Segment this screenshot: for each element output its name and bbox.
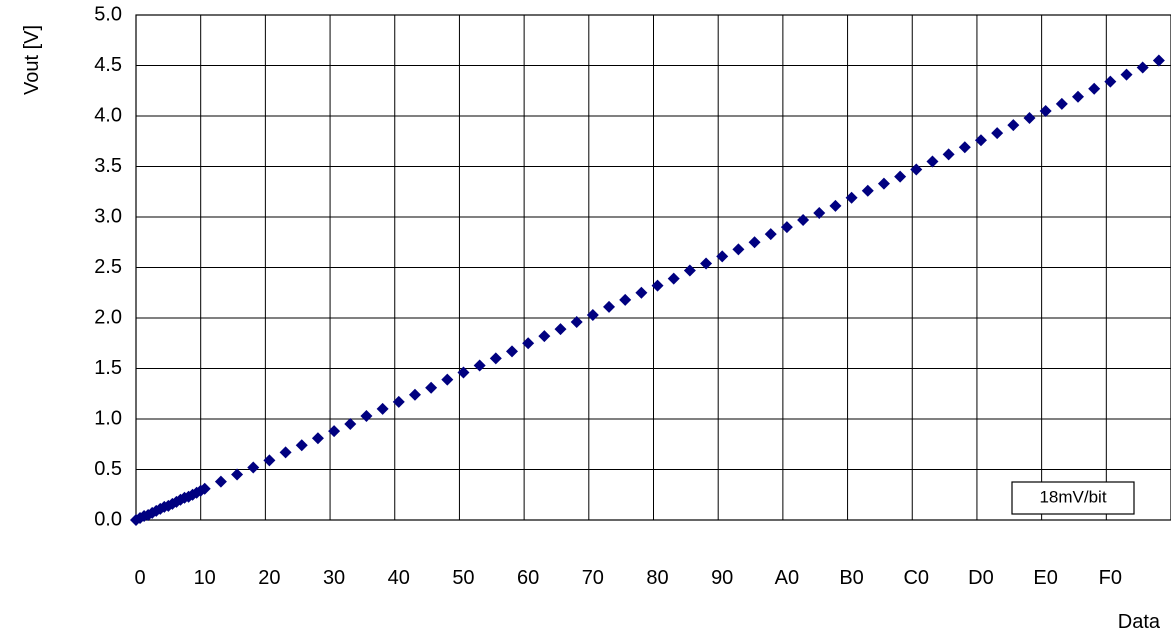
data-point <box>247 461 260 474</box>
y-tick-label: 2.0 <box>94 306 122 328</box>
data-point <box>473 359 486 372</box>
x-tick-label: E0 <box>1033 567 1057 589</box>
y-tick-label: 1.5 <box>94 357 122 379</box>
data-point <box>198 482 211 495</box>
data-point <box>554 323 567 336</box>
x-tick-label: 40 <box>388 567 410 589</box>
data-point <box>635 286 648 299</box>
x-axis-label: Data <box>1118 611 1161 633</box>
data-point <box>1055 97 1068 110</box>
annotation-box: 18mV/bit <box>1011 481 1135 515</box>
x-tick-label: 20 <box>258 567 280 589</box>
data-point <box>522 337 535 350</box>
data-point <box>1104 75 1117 88</box>
data-point <box>408 388 421 401</box>
data-point <box>214 475 227 488</box>
data-point <box>311 432 324 445</box>
data-point <box>894 170 907 183</box>
data-point <box>651 279 664 292</box>
data-point <box>667 272 680 285</box>
data-point <box>1152 54 1165 67</box>
y-tick-label: 3.0 <box>94 205 122 227</box>
data-point <box>716 250 729 263</box>
x-tick-labels: 0 10 20 30 40 50 60 70 80 90 A0 B0 C0 D0 E0 F0 <box>134 567 1122 589</box>
y-tick-labels: 0.0 0.5 1.0 1.5 2.0 2.5 3.0 3.5 4.0 4.5 5.0 <box>94 3 122 530</box>
data-point <box>376 402 389 415</box>
data-point <box>910 163 923 176</box>
data-point <box>360 409 373 422</box>
x-tick-label: 60 <box>517 567 539 589</box>
data-point <box>1136 61 1149 74</box>
data-point <box>344 418 357 431</box>
data-point <box>328 425 341 438</box>
data-point <box>603 300 616 313</box>
x-tick-label: B0 <box>839 567 863 589</box>
x-tick-label: C0 <box>903 567 929 589</box>
x-tick-label: 30 <box>323 567 345 589</box>
data-point <box>991 127 1004 140</box>
y-axis-label: Vout [V] <box>21 25 43 95</box>
data-point <box>1072 90 1085 103</box>
data-point <box>505 345 518 358</box>
y-tick-label: 1.0 <box>94 407 122 429</box>
data-point <box>392 395 405 408</box>
data-point <box>1023 112 1036 125</box>
x-tick-label: 70 <box>582 567 604 589</box>
annotation-frame <box>1011 481 1135 515</box>
x-tick-label: 80 <box>646 567 668 589</box>
plot-frame <box>135 14 1171 521</box>
x-tick-label: F0 <box>1099 567 1122 589</box>
data-point <box>829 199 842 212</box>
y-tick-label: 2.5 <box>94 256 122 278</box>
data-point <box>813 206 826 219</box>
data-point <box>958 141 971 154</box>
grid <box>136 15 1171 520</box>
data-point <box>877 177 890 190</box>
data-point <box>845 191 858 204</box>
data-point <box>489 352 502 365</box>
data-point <box>1120 68 1133 81</box>
x-tick-label: D0 <box>968 567 994 589</box>
data-point <box>441 373 454 386</box>
data-point <box>263 454 276 467</box>
data-point <box>538 330 551 343</box>
data-point <box>780 221 793 234</box>
data-point <box>570 316 583 329</box>
data-point <box>619 293 632 306</box>
data-point <box>425 381 438 394</box>
data-point <box>748 236 761 249</box>
data-point <box>942 148 955 161</box>
x-tick-label: A0 <box>775 567 799 589</box>
data-point <box>683 264 696 277</box>
data-point <box>1039 104 1052 117</box>
y-tick-label: 3.5 <box>94 155 122 177</box>
data-point <box>1088 82 1101 95</box>
x-tick-label: 0 <box>134 567 145 589</box>
data-point <box>700 257 713 270</box>
y-tick-label: 0.0 <box>94 508 122 530</box>
y-tick-label: 0.5 <box>94 458 122 480</box>
data-point <box>586 308 599 321</box>
y-tick-label: 4.0 <box>94 104 122 126</box>
data-point <box>974 134 987 147</box>
data-point <box>231 468 244 481</box>
x-tick-label: 10 <box>194 567 216 589</box>
data-point <box>764 228 777 241</box>
data-point <box>1007 119 1020 132</box>
y-tick-label: 4.5 <box>94 54 122 76</box>
x-tick-label: 90 <box>711 567 733 589</box>
y-tick-label: 5.0 <box>94 3 122 25</box>
data-point <box>457 366 470 379</box>
data-point <box>797 214 810 227</box>
data-point <box>732 243 745 256</box>
data-point <box>279 446 292 459</box>
x-tick-label: 50 <box>452 567 474 589</box>
annotation-text: 18mV/bit <box>1039 487 1106 506</box>
data-point <box>926 155 939 168</box>
data-point <box>295 439 308 452</box>
data-point <box>134 511 147 524</box>
data-point <box>861 184 874 197</box>
data-points <box>130 54 1165 526</box>
